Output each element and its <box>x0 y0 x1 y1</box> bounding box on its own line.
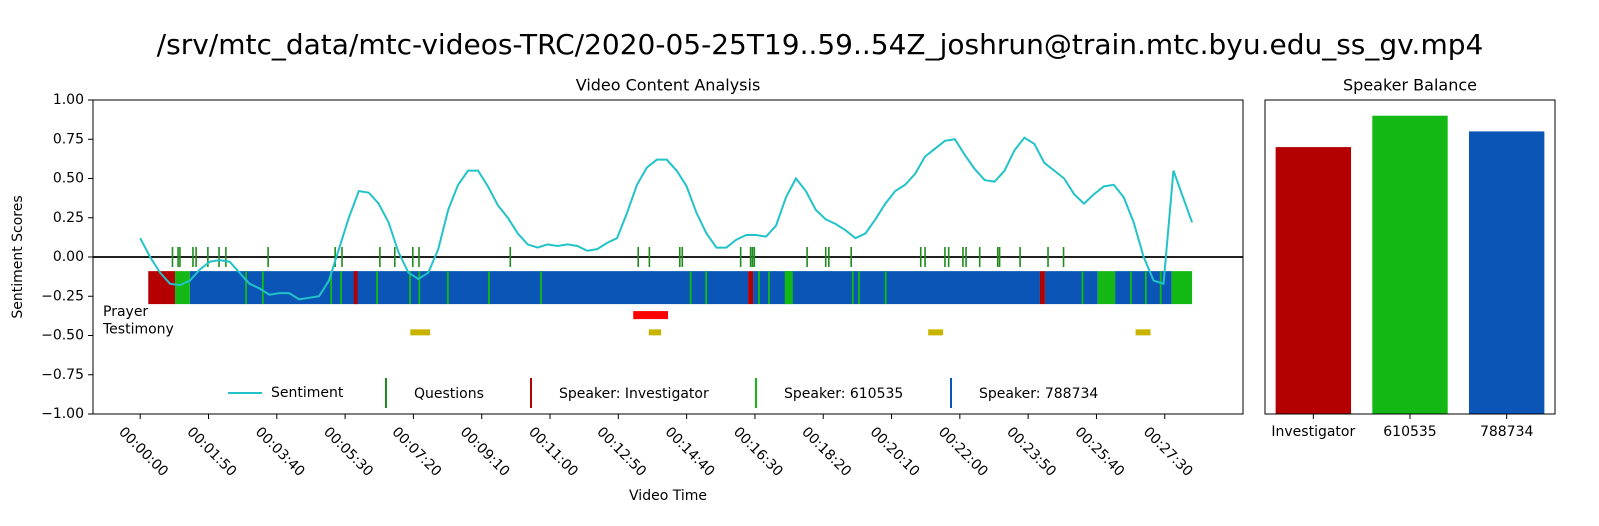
speaker-span <box>540 271 542 305</box>
speaker-span <box>409 271 411 305</box>
speaker-span <box>148 271 175 305</box>
y-tick-label: 0.50 <box>53 171 84 187</box>
x-tick-label: Investigator <box>1271 424 1355 440</box>
y-tick-label: 0.25 <box>53 210 84 226</box>
x-tick-label: 788734 <box>1480 424 1534 440</box>
speaker-span <box>353 271 358 305</box>
speaker-span <box>376 271 379 305</box>
segment-span <box>928 329 944 336</box>
speaker-span <box>261 271 264 305</box>
speaker-span <box>851 271 854 305</box>
segment-span <box>1135 329 1151 336</box>
figure-title: /srv/mtc_data/mtc-videos-TRC/2020-05-25T… <box>157 28 1484 61</box>
speaker-span <box>245 271 247 305</box>
segment-span <box>633 311 668 320</box>
speaker-span <box>1144 271 1147 305</box>
speaker-span <box>446 271 449 305</box>
sentiment-line <box>139 136 1194 301</box>
speaker-span <box>884 271 887 305</box>
segment-label: Prayer <box>103 304 148 320</box>
bar <box>1275 147 1352 414</box>
y-tick-label: −0.50 <box>41 328 84 344</box>
speaker-span <box>1081 271 1084 305</box>
speaker-span <box>1044 271 1098 305</box>
plot-frame <box>1264 99 1556 415</box>
legend-label: Speaker: 610535 <box>784 386 903 402</box>
y-tick-label: −0.25 <box>41 288 84 304</box>
speaker-span <box>705 271 708 305</box>
bar <box>1468 131 1545 414</box>
legend-label: Questions <box>414 386 484 402</box>
legend-label: Sentiment <box>271 385 344 401</box>
plot-frame <box>92 99 1244 415</box>
speaker-span <box>1039 271 1045 305</box>
y-tick-label: 1.00 <box>53 92 84 108</box>
speaker-span <box>174 271 190 305</box>
legend-label: Speaker: 788734 <box>979 386 1098 402</box>
speaker-span <box>767 271 770 305</box>
chart-title: Speaker Balance <box>1343 76 1477 95</box>
bar <box>1372 115 1448 414</box>
speaker-span <box>418 271 421 305</box>
x-tick-label: 610535 <box>1383 424 1436 440</box>
speaker-span <box>689 271 692 305</box>
speaker-span <box>758 271 760 305</box>
chart-title: Video Content Analysis <box>576 76 761 95</box>
speaker-span <box>1115 271 1172 305</box>
speaker-span <box>1159 271 1162 305</box>
speaker-span <box>753 271 1040 305</box>
speaker-span <box>1097 271 1116 305</box>
segment-label: Testimony <box>102 321 174 337</box>
speaker-span <box>1129 271 1132 305</box>
legend-label: Speaker: Investigator <box>559 386 709 402</box>
y-tick-label: 0.00 <box>53 249 84 265</box>
speaker-span <box>330 271 333 305</box>
speaker-span <box>784 271 793 305</box>
y-tick-label: 0.75 <box>53 131 84 147</box>
speaker-span <box>748 271 754 305</box>
segment-span <box>410 329 431 336</box>
y-axis-label: Sentiment Scores <box>10 195 26 318</box>
speaker-span <box>487 271 490 305</box>
speaker-span <box>1171 271 1193 305</box>
y-tick-label: −0.75 <box>41 367 84 383</box>
speaker-span <box>858 271 860 305</box>
y-tick-label: −1.00 <box>41 406 84 422</box>
speaker-span <box>189 271 749 305</box>
speaker-span <box>340 271 343 305</box>
x-axis-label: Video Time <box>629 488 707 504</box>
segment-span <box>648 329 662 336</box>
